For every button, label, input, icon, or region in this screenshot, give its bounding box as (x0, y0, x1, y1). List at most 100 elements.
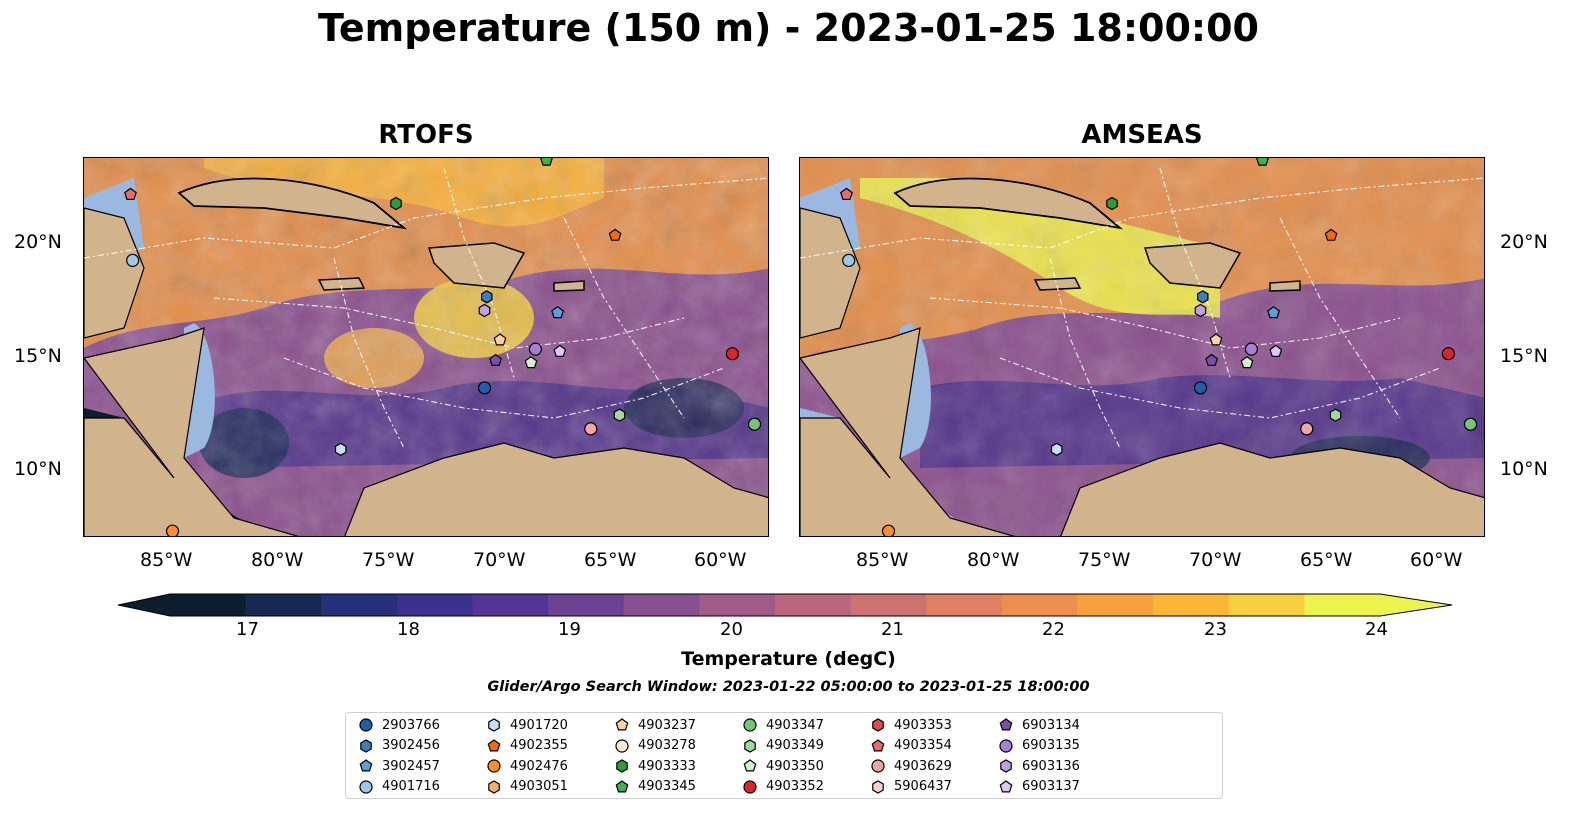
colorbar-segment-6 (623, 594, 700, 616)
platform-marker-2903766[interactable] (477, 381, 492, 395)
colorbar-segment-4 (472, 594, 549, 616)
colorbar (117, 593, 1453, 617)
hexagon-marker-icon (616, 759, 628, 773)
lon-tick-amseas-3: 70°W (1189, 549, 1242, 571)
legend-item-4902355: 4902355 (486, 736, 568, 756)
lon-tick-rtofs-0: 85°W (140, 549, 193, 571)
platform-marker-4903349[interactable] (613, 408, 626, 422)
platform-marker-4903333[interactable] (1106, 196, 1118, 211)
platform-marker-4903352[interactable] (1441, 347, 1455, 361)
circle-marker-icon (487, 759, 501, 773)
platform-marker-4902476[interactable] (165, 524, 180, 537)
legend-label: 4903349 (766, 738, 824, 753)
lat-tick-amseas-2: 10°N (1500, 458, 1548, 480)
platform-marker-3902457[interactable] (551, 305, 565, 319)
circle-marker-icon (359, 718, 373, 732)
hexagon-marker-icon (360, 738, 372, 753)
platform-marker-3902457[interactable] (1267, 305, 1281, 319)
platform-marker-4902476[interactable] (881, 524, 896, 537)
platform-marker-4903345[interactable] (540, 158, 553, 166)
pentagon-marker-icon (999, 779, 1013, 792)
pentagon-marker-icon (871, 738, 885, 751)
colorbar-tick-22: 22 (1042, 619, 1065, 640)
platform-marker-6903137[interactable] (553, 344, 567, 357)
map-amseas[interactable] (799, 157, 1485, 537)
legend-item-4902476: 4902476 (486, 756, 568, 776)
legend-item-3902457: 3902457 (358, 756, 440, 776)
platform-marker-6903136[interactable] (478, 303, 491, 318)
legend-label: 4903237 (638, 717, 696, 733)
legend-item-6903134: 6903134 (998, 715, 1080, 735)
land-yucatan (84, 207, 145, 339)
platform-marker-4902355[interactable] (608, 228, 622, 241)
platform-marker-4903237[interactable] (493, 333, 507, 346)
legend-label: 6903134 (1022, 717, 1080, 733)
platform-marker-4902355[interactable] (1324, 228, 1338, 241)
platform-marker-4903333[interactable] (390, 196, 402, 211)
colorbar-tick-24: 24 (1365, 619, 1388, 640)
colorbar-outline (117, 593, 1453, 617)
circle-marker-icon (743, 718, 757, 732)
platform-marker-3902456[interactable] (481, 290, 493, 304)
legend-label: 4903347 (766, 717, 824, 733)
platform-marker-4903354[interactable] (124, 187, 137, 200)
lat-tick-rtofs-2: 10°N (14, 458, 62, 480)
legend-item-4903278: 4903278 (614, 736, 696, 756)
platform-marker-4901716[interactable] (842, 253, 856, 267)
platform-marker-6903134[interactable] (1205, 353, 1219, 366)
platform-marker-6903134[interactable] (489, 353, 503, 366)
platform-marker-4901720[interactable] (1050, 442, 1063, 456)
colorbar-segment-0 (170, 594, 247, 616)
platform-marker-6903136[interactable] (1194, 303, 1207, 318)
legend-label: 6903136 (1022, 758, 1080, 774)
platform-marker-3902456[interactable] (1197, 290, 1209, 304)
colorbar-tick-18: 18 (397, 619, 420, 640)
colorbar-tick-21: 21 (881, 619, 904, 640)
lon-tick-rtofs-2: 75°W (362, 549, 415, 571)
land-cuba (177, 177, 408, 230)
platform-marker-4903354[interactable] (840, 187, 853, 200)
land-puerto-rico (553, 280, 585, 292)
legend-label: 6903137 (1022, 779, 1080, 794)
colorbar-segment-11 (1001, 594, 1079, 616)
colorbar-segment-13 (1153, 594, 1230, 616)
platform-marker-4903345[interactable] (1256, 158, 1269, 166)
land-south-america (344, 442, 768, 536)
platform-marker-4901716[interactable] (126, 253, 140, 267)
platform-marker-4901720[interactable] (334, 442, 347, 456)
platform-marker-4903629[interactable] (584, 422, 598, 436)
hexagon-marker-icon (744, 738, 756, 753)
lon-tick-rtofs-4: 65°W (584, 549, 637, 571)
circle-marker-icon (743, 779, 757, 794)
colorbar-extend-high (1380, 594, 1452, 616)
legend-label: 4901716 (382, 779, 440, 794)
platform-marker-2903766[interactable] (1193, 381, 1208, 395)
land-hispaniola (427, 242, 526, 289)
legend-item-4901720: 4901720 (486, 715, 568, 735)
legend-item-4903237: 4903237 (614, 715, 696, 735)
platform-marker-6903137[interactable] (1269, 344, 1283, 357)
platform-marker-4903629[interactable] (1300, 422, 1314, 436)
platform-marker-6903135[interactable] (1244, 342, 1259, 356)
platform-marker-4903347[interactable] (1463, 417, 1478, 431)
map-rtofs[interactable] (83, 157, 769, 537)
colorbar-tick-20: 20 (720, 619, 743, 640)
legend-item-4903353: 4903353 (870, 715, 952, 735)
hexagon-marker-icon (488, 779, 500, 794)
circle-marker-icon (871, 759, 885, 773)
colorbar-segment-12 (1077, 594, 1154, 616)
pentagon-marker-icon (359, 759, 373, 772)
legend-item-4903051: 4903051 (486, 777, 568, 797)
platform-marker-4903350[interactable] (524, 356, 538, 369)
platform-marker-4903347[interactable] (747, 417, 762, 431)
colorbar-segment-8 (775, 594, 852, 616)
platform-marker-4903350[interactable] (1240, 356, 1254, 369)
platform-marker-6903135[interactable] (528, 342, 543, 356)
platform-marker-4903349[interactable] (1329, 408, 1342, 422)
platform-marker-4903237[interactable] (1209, 333, 1223, 346)
hexagon-marker-icon (1000, 759, 1012, 773)
circle-marker-icon (615, 738, 629, 753)
platform-marker-4903352[interactable] (725, 347, 739, 361)
legend-label: 4903345 (638, 779, 696, 794)
platform-markers-rtofs (124, 158, 762, 537)
